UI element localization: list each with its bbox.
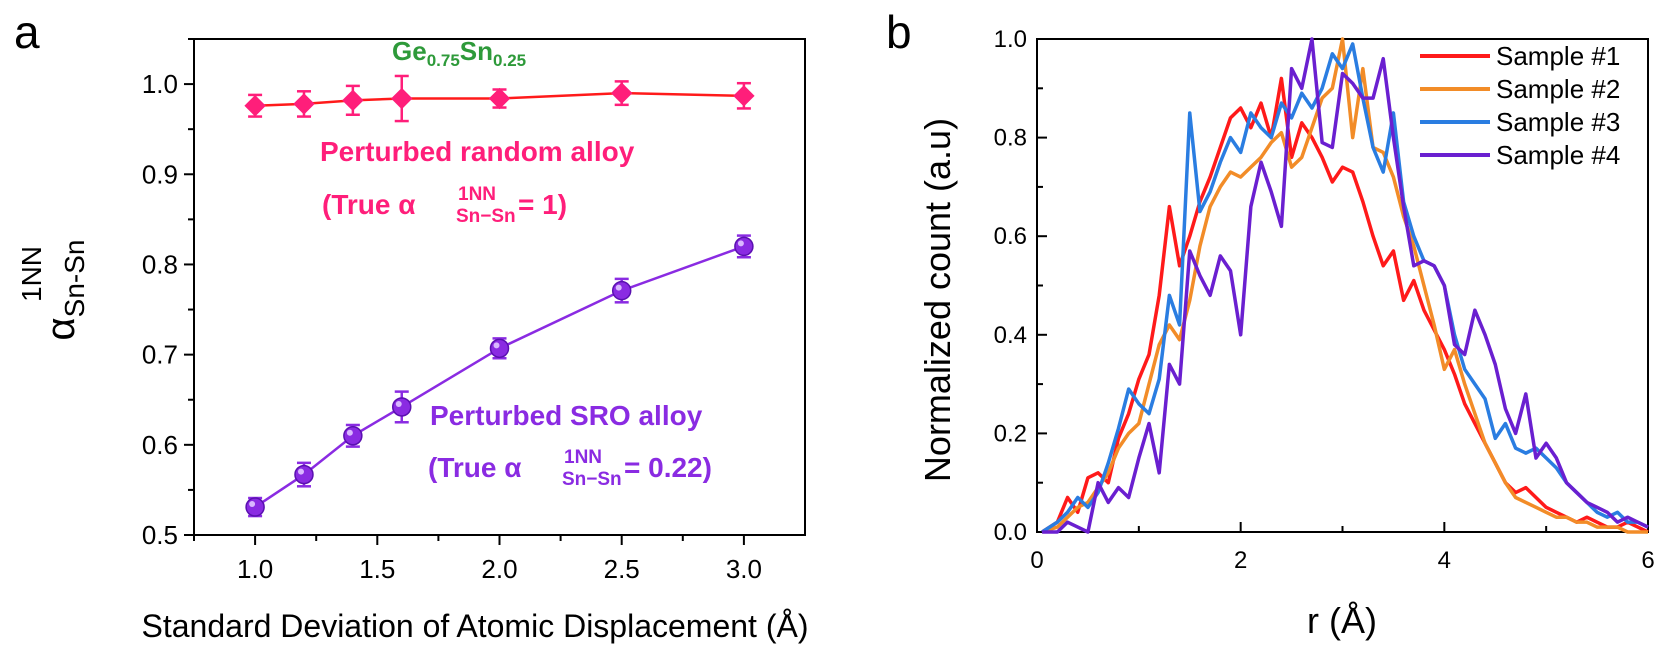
series-name-random: Perturbed random alloy [320, 136, 635, 167]
data-point-highlight [249, 501, 256, 508]
legend-label-sample-3: Sample #3 [1496, 107, 1620, 137]
legend-label-sample-1: Sample #1 [1496, 41, 1620, 71]
svg-text:1NN: 1NN [16, 246, 47, 302]
y-tick-label-a: 0.7 [142, 340, 178, 370]
series-line-sample-1 [1041, 76, 1649, 534]
series-b [1041, 37, 1649, 534]
data-point-random [391, 87, 413, 110]
data-point-sro [245, 497, 265, 517]
y-tick-label-a: 0.6 [142, 430, 178, 460]
series-name-sro: Perturbed SRO alloy [430, 400, 703, 431]
data-point-sro [294, 464, 314, 485]
data-point-highlight [493, 342, 500, 349]
data-point-sro [734, 236, 754, 257]
x-axis-label-b: r (Å) [1307, 600, 1377, 641]
x-tick-label-a: 2.5 [604, 554, 640, 584]
data-point-sro [611, 280, 632, 301]
true-alpha-sro-sub: Sn−Sn [562, 469, 622, 490]
y-tick-label-a: 0.9 [142, 159, 178, 189]
series-line-sample-2 [1041, 37, 1648, 534]
data-point-sro [343, 426, 363, 446]
data-point-random [342, 89, 364, 112]
data-point-highlight [297, 468, 304, 475]
legend-label-sample-4: Sample #4 [1496, 140, 1620, 170]
x-tick-label-a: 1.0 [237, 554, 273, 584]
data-point-highlight [346, 429, 353, 436]
data-point-sro [489, 338, 510, 359]
axes-a: 1.0 1.5 2.0 2.5 3.0 0.5 0.6 0.7 0.8 0.9 1.0 [142, 38, 762, 584]
true-alpha-sro: (True α [428, 452, 521, 483]
data-point-highlight [395, 400, 402, 407]
data-point-highlight [615, 284, 622, 291]
x-tick-label-a: 1.5 [359, 554, 395, 584]
true-alpha-sro-sup: 1NN [564, 447, 602, 468]
data-point-highlight [737, 240, 744, 247]
x-tick-label-b: 4 [1438, 547, 1451, 574]
x-tick-label-a: 3.0 [726, 554, 762, 584]
true-alpha-sro-value: = 0.22) [624, 452, 712, 483]
data-point-random [293, 93, 315, 115]
series-line-sample-4 [1042, 37, 1649, 534]
y-tick-label-b: 1.0 [994, 26, 1027, 53]
x-tick-label-b: 0 [1030, 547, 1043, 574]
axes-b: 0 2 4 6 0.0 0.2 0.4 0.6 0.8 1.0 [994, 26, 1655, 574]
y-tick-label-a: 0.5 [142, 520, 178, 550]
x-axis-label-a: Standard Deviation of Atomic Displacemen… [142, 608, 809, 644]
true-alpha-random-value: = 1) [518, 189, 567, 220]
panel-label-b: b [886, 6, 912, 58]
x-tick-label-b: 6 [1641, 547, 1654, 574]
y-tick-label-b: 0.4 [994, 322, 1027, 349]
data-point-sro [391, 397, 412, 417]
svg-text:αSn-Sn: αSn-Sn [39, 240, 90, 341]
data-point-random [244, 95, 266, 117]
true-alpha-random: (True α [322, 189, 415, 220]
y-tick-label-a: 1.0 [142, 69, 178, 99]
true-alpha-random-sup: 1NN [458, 184, 496, 205]
panel-label-a: a [14, 6, 40, 58]
series-line-sample-3 [1041, 42, 1649, 534]
y-tick-label-b: 0.6 [994, 223, 1027, 250]
data-point-random [733, 85, 755, 107]
composition-label: Ge0.75Sn0.25 [392, 36, 526, 70]
y-axis-label-b: Normalized count (a.u) [917, 118, 958, 482]
true-alpha-random-sub: Sn−Sn [456, 206, 516, 227]
y-tick-label-a: 0.8 [142, 249, 178, 279]
panel-a-chart: 1.0 1.5 2.0 2.5 3.0 0.5 0.6 0.7 0.8 0.9 1.0 Ge0.75… [16, 36, 808, 644]
data-point-random [610, 82, 633, 104]
y-tick-label-b: 0.8 [994, 125, 1027, 152]
x-tick-label-a: 2.0 [481, 554, 517, 584]
y-axis-label-a: αSn-Sn 1NN [16, 240, 90, 341]
legend-label-sample-2: Sample #2 [1496, 74, 1620, 104]
series-a [244, 74, 755, 518]
y-tick-label-b: 0.2 [994, 420, 1027, 447]
y-tick-label-b: 0.0 [994, 519, 1027, 546]
x-tick-label-b: 2 [1234, 547, 1247, 574]
data-point-random [488, 87, 511, 110]
